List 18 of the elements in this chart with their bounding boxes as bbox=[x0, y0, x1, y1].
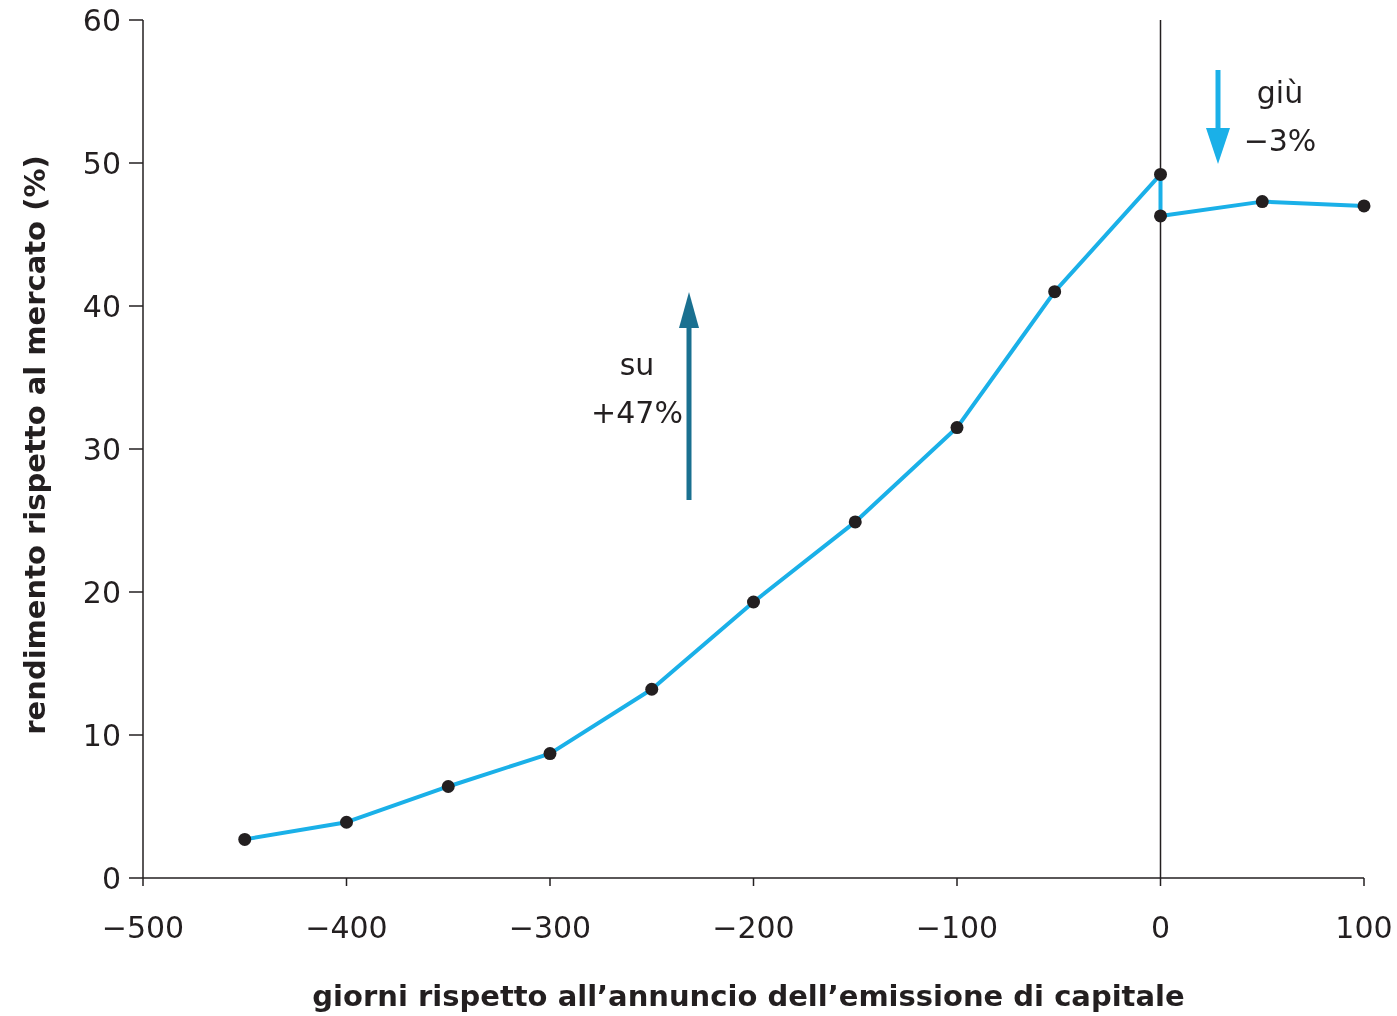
x-tick-label: −500 bbox=[101, 910, 185, 945]
x-axis-title: giorni rispetto all’annuncio dell’emissione di capitale bbox=[312, 979, 1185, 1013]
x-tick-label: −100 bbox=[915, 910, 999, 945]
y-tick-label: 20 bbox=[82, 574, 121, 610]
y-tick-label: 50 bbox=[82, 145, 121, 181]
y-tick-label: 10 bbox=[82, 717, 121, 753]
y-axis-title: rendimento rispetto al mercato (%) bbox=[18, 155, 52, 735]
y-tick-label: 40 bbox=[82, 288, 121, 324]
y-tick-label: 60 bbox=[82, 2, 121, 38]
x-tick-label: 100 bbox=[1335, 910, 1393, 945]
x-tick-label: 0 bbox=[1150, 910, 1171, 945]
annotation: su +47% bbox=[591, 347, 683, 430]
y-tick-label: 30 bbox=[82, 431, 121, 467]
annotation: giù −3% bbox=[1243, 75, 1317, 158]
y-tick-label: 0 bbox=[101, 860, 121, 896]
x-tick-label: −200 bbox=[712, 910, 795, 945]
x-tick-label: −400 bbox=[305, 910, 388, 945]
x-tick-label: −300 bbox=[508, 910, 592, 945]
